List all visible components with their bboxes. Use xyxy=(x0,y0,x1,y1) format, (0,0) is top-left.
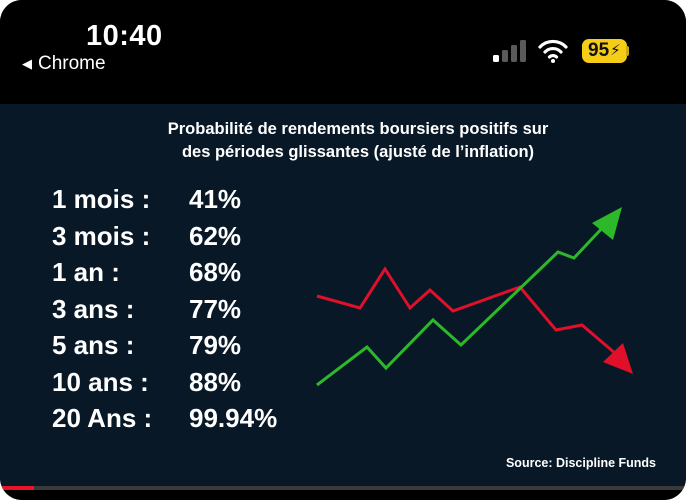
source-credit: Source: Discipline Funds xyxy=(505,456,656,470)
battery-level: 95 xyxy=(588,40,610,61)
probability-value: 68% xyxy=(189,257,242,287)
probability-value: 77% xyxy=(189,293,242,324)
video-content-panel[interactable]: Probabilité de rendements boursiers posi… xyxy=(0,104,686,486)
signal-bar xyxy=(493,55,499,62)
signal-bar xyxy=(511,45,517,62)
period-label: 3 ans : xyxy=(52,293,135,324)
trend-arrows-illustration xyxy=(316,207,633,387)
red-arrowhead-icon xyxy=(603,343,633,374)
signal-bar xyxy=(520,40,526,62)
cellular-signal-icon xyxy=(493,40,527,62)
probability-value: 79% xyxy=(189,330,242,360)
signal-bar xyxy=(502,50,508,62)
bottom-edge xyxy=(0,490,686,500)
slide-title: Probabilité de rendements boursiers posi… xyxy=(100,118,616,164)
wifi-icon xyxy=(538,39,568,63)
back-triangle-icon: ◀ xyxy=(22,56,32,71)
back-app-label: Chrome xyxy=(38,53,106,74)
green-arrowhead-icon xyxy=(592,207,622,240)
probability-value: 99.94% xyxy=(189,403,278,433)
green-trend-up-arrow-icon xyxy=(316,222,608,387)
period-label: 1 an : xyxy=(52,257,120,287)
slide-title-line-1: Probabilité de rendements boursiers posi… xyxy=(167,120,549,138)
red-trend-down-arrow-icon xyxy=(316,266,617,356)
status-time: 10:40 xyxy=(86,20,163,52)
battery-indicator: 95 ⚡ xyxy=(582,39,627,63)
probability-value: 41% xyxy=(189,184,242,214)
video-progress-bar[interactable] xyxy=(0,486,686,490)
period-label: 3 mois : xyxy=(52,220,151,251)
slide-title-line-2: des périodes glissantes (ajusté de l’inf… xyxy=(181,143,535,161)
period-label: 5 ans : xyxy=(52,330,135,360)
charging-bolt-icon: ⚡ xyxy=(610,42,621,59)
period-label: 10 ans : xyxy=(52,366,149,397)
probability-value: 88% xyxy=(189,366,242,397)
period-label: 1 mois : xyxy=(52,184,151,214)
video-progress-fill xyxy=(0,486,35,490)
back-to-chrome-link[interactable]: ◀ Chrome xyxy=(22,53,106,75)
status-bar: 10:40 ◀ Chrome 95 ⚡ xyxy=(0,0,686,104)
battery-tip xyxy=(626,46,629,56)
period-label: 20 Ans : xyxy=(52,403,153,433)
probability-value: 62% xyxy=(189,220,242,251)
